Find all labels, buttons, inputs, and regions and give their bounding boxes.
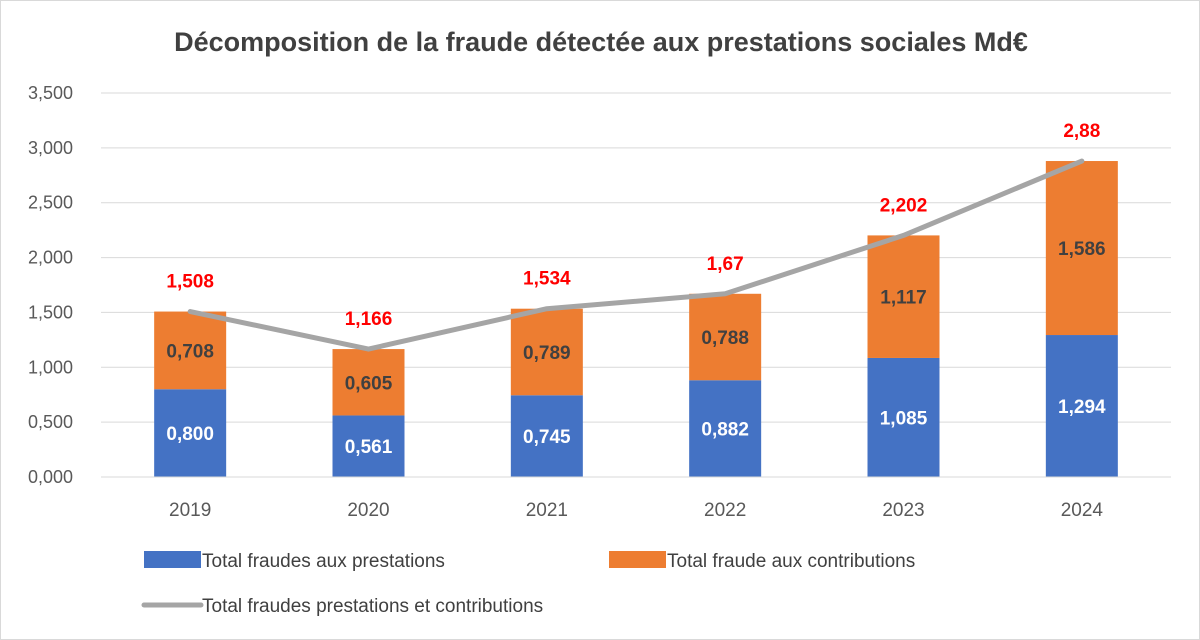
data-label-total: 1,67 [707,254,744,275]
bar-contributions [510,308,583,396]
gridlines [101,92,1171,478]
x-tick-label: 2020 [347,500,389,521]
bar-contributions [1045,161,1118,336]
data-label-contributions: 1,117 [880,288,927,309]
y-tick-label: 0,500 [28,412,73,432]
x-tick-label: 2021 [526,500,568,521]
legend-label-total: Total fraudes prestations et contributio… [202,596,543,617]
data-label-prestations: 0,561 [345,437,393,458]
data-label-prestations: 1,085 [880,408,928,429]
data-label-prestations: 0,800 [166,424,214,445]
data-label-total: 1,166 [345,309,393,330]
data-label-total: 1,508 [166,272,214,293]
x-tick-label: 2019 [169,500,211,521]
chart-title: Décomposition de la fraude détectée aux … [174,27,1028,57]
y-tick-label: 3,000 [28,138,73,158]
x-tick-label: 2022 [704,500,746,521]
bar-contributions [689,293,762,381]
x-axis: 2019 2020 2021 2022 2023 2024 [101,476,1171,521]
legend-label-prestations: Total fraudes aux prestations [202,551,445,572]
total-line [187,158,1085,352]
data-label-total: 2,88 [1063,121,1100,142]
data-label-total: 2,202 [880,195,928,216]
data-label-contributions: 1,586 [1058,239,1106,260]
bar-prestations [332,415,405,477]
y-tick-label: 1,000 [28,357,73,377]
x-tick-label: 2024 [1061,500,1104,521]
data-label-prestations: 0,745 [523,427,571,448]
y-tick-label: 1,500 [28,302,73,322]
y-axis: 0,000 0,500 1,000 1,500 2,000 2,500 3,000 3,500 [28,83,73,487]
data-labels: 0,800 0,708 0,561 0,605 0,745 0,789 0,882 0,788… [166,121,1106,458]
bar-prestations [867,357,940,477]
legend: Total fraudes aux prestations Total fraud… [141,551,915,617]
y-tick-label: 3,500 [28,83,73,103]
y-tick-label: 0,000 [28,467,73,487]
y-tick-label: 2,000 [28,248,73,268]
data-label-prestations: 0,882 [701,420,749,441]
y-tick-label: 2,500 [28,193,73,213]
bar-contributions [867,235,940,358]
bar-prestations [510,395,583,477]
data-label-contributions: 0,789 [523,343,571,364]
data-label-contributions: 0,788 [701,328,749,349]
data-label-total: 1,534 [523,269,571,290]
total-line-path [187,158,1085,352]
bar-prestations [154,389,227,477]
legend-swatch-contributions [609,551,666,568]
bars [154,161,1118,477]
bar-contributions [154,311,227,390]
bar-prestations [1045,335,1118,477]
legend-label-contributions: Total fraude aux contributions [667,551,915,572]
bar-prestations [689,380,762,477]
x-tick-label: 2023 [882,500,924,521]
legend-swatch-prestations [144,551,201,568]
data-label-prestations: 1,294 [1058,397,1106,418]
data-label-contributions: 0,605 [345,373,393,394]
bar-contributions [332,349,405,416]
data-label-contributions: 0,708 [166,341,214,362]
